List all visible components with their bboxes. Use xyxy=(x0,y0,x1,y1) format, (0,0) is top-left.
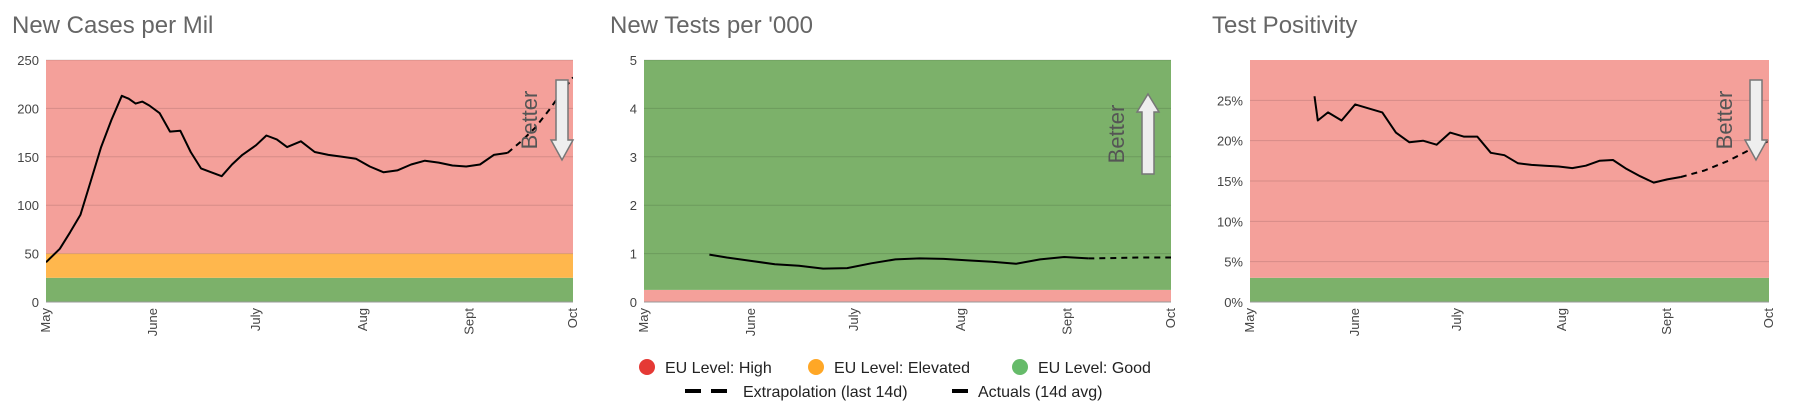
y-axis-labels: 0% 5% 10% 15% 20% 25% xyxy=(1217,93,1243,310)
better-label: Better xyxy=(1104,105,1129,164)
arrow-up-icon xyxy=(1135,92,1161,175)
better-indicator: Better xyxy=(1712,79,1769,162)
actuals-line xyxy=(709,253,1089,270)
legend-high-marker xyxy=(639,359,655,375)
y-tick-label: 0 xyxy=(630,295,637,310)
x-tick-label: June xyxy=(1347,308,1362,336)
y-tick-label: 5 xyxy=(630,53,637,68)
x-axis-labels: May June July Aug Sept Oct xyxy=(1242,308,1776,337)
band-good xyxy=(644,60,1171,290)
y-tick-label: 15% xyxy=(1217,174,1243,189)
data-lines xyxy=(1313,96,1769,184)
y-tick-label: 25% xyxy=(1217,93,1243,108)
better-label: Better xyxy=(1712,91,1737,150)
band-high xyxy=(644,289,1171,302)
x-tick-label: July xyxy=(1449,308,1464,332)
band-good xyxy=(46,277,573,302)
y-tick-label: 250 xyxy=(17,53,39,68)
y-tick-label: 1 xyxy=(630,247,637,262)
threshold-bands xyxy=(1250,60,1769,302)
actuals-line xyxy=(46,94,508,264)
test-positivity-chart: Test Positivity 0% 5% 10% 15% 20% 25% May June… xyxy=(1212,12,1776,336)
x-tick-label: July xyxy=(248,308,263,332)
legend: EU Level: High EU Level: Elevated EU Lev… xyxy=(639,359,1151,401)
legend-elevated-marker xyxy=(808,359,824,375)
x-tick-label: Aug xyxy=(355,308,370,331)
extrapolation-line xyxy=(1088,256,1171,260)
chart-title: New Tests per '000 xyxy=(610,12,813,39)
x-tick-label: June xyxy=(743,308,758,336)
y-axis-labels: 0 1 2 3 4 5 xyxy=(630,53,637,310)
extrapolation-line xyxy=(506,76,573,154)
data-lines xyxy=(46,76,573,264)
extrapolation-line xyxy=(1680,139,1769,178)
better-label: Better xyxy=(517,91,542,150)
better-indicator: Better xyxy=(517,79,575,162)
legend-high-label: EU Level: High xyxy=(665,360,772,377)
chart-title: Test Positivity xyxy=(1212,12,1357,39)
x-tick-label: Oct xyxy=(1163,308,1178,329)
band-elevated xyxy=(46,253,573,278)
legend-extrapolation-label: Extrapolation (last 14d) xyxy=(743,384,908,401)
y-tick-label: 0 xyxy=(32,295,39,310)
x-tick-label: Oct xyxy=(1761,308,1776,329)
new-tests-chart: New Tests per '000 0 1 2 3 4 5 May June July Aug… xyxy=(610,12,1178,336)
legend-elevated-label: EU Level: Elevated xyxy=(834,360,970,377)
y-tick-label: 200 xyxy=(17,101,39,116)
legend-good-label: EU Level: Good xyxy=(1038,360,1151,377)
x-tick-label: Oct xyxy=(565,308,580,329)
y-axis-labels: 0 50 100 150 200 250 xyxy=(17,53,39,310)
x-tick-label: June xyxy=(145,308,160,336)
band-high xyxy=(46,60,573,254)
threshold-bands xyxy=(46,60,573,302)
chart-title: New Cases per Mil xyxy=(12,12,213,39)
gridlines xyxy=(644,59,1171,303)
x-tick-label: Sept xyxy=(1659,308,1674,335)
gridlines xyxy=(1250,99,1769,303)
x-tick-label: Aug xyxy=(1554,308,1569,331)
x-tick-label: Aug xyxy=(953,308,968,331)
x-tick-label: May xyxy=(636,308,651,333)
y-tick-label: 10% xyxy=(1217,214,1243,229)
band-good xyxy=(1250,277,1769,302)
y-tick-label: 0% xyxy=(1224,295,1243,310)
y-tick-label: 3 xyxy=(630,150,637,165)
x-tick-label: May xyxy=(38,308,53,333)
x-axis-labels: May June July Aug Sept Oct xyxy=(38,308,580,337)
y-tick-label: 4 xyxy=(630,101,637,116)
arrow-down-icon xyxy=(1743,79,1769,162)
x-axis-labels: May June July Aug Sept Oct xyxy=(636,308,1178,337)
y-tick-label: 100 xyxy=(17,198,39,213)
y-tick-label: 50 xyxy=(25,247,39,262)
threshold-bands xyxy=(644,60,1171,302)
gridlines xyxy=(46,59,573,303)
legend-actuals-label: Actuals (14d avg) xyxy=(978,384,1103,401)
legend-good-marker xyxy=(1012,359,1028,375)
y-tick-label: 5% xyxy=(1224,255,1243,270)
y-tick-label: 20% xyxy=(1217,134,1243,149)
band-high xyxy=(1250,60,1769,278)
data-lines xyxy=(709,253,1171,270)
arrow-down-icon xyxy=(549,79,575,162)
x-tick-label: May xyxy=(1242,308,1257,333)
x-tick-label: Sept xyxy=(462,308,477,335)
new-cases-chart: New Cases per Mil 0 50 100 150 200 250 May Jun… xyxy=(12,12,580,336)
y-tick-label: 2 xyxy=(630,198,637,213)
x-tick-label: July xyxy=(846,308,861,332)
y-tick-label: 150 xyxy=(17,150,39,165)
better-indicator: Better xyxy=(1104,92,1161,175)
actuals-line xyxy=(1313,96,1681,184)
x-tick-label: Sept xyxy=(1060,308,1075,335)
